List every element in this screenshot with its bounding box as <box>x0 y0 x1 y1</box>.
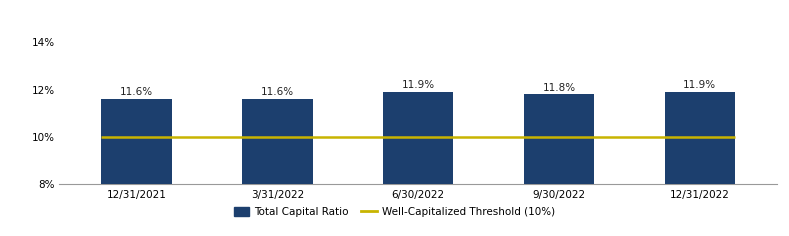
Text: 11.6%: 11.6% <box>261 88 294 97</box>
Bar <box>664 92 735 184</box>
Text: Strong Capital Position Comfortably Above Well-Capitalized Level: Strong Capital Position Comfortably Abov… <box>8 14 467 27</box>
Text: 11.9%: 11.9% <box>402 80 435 90</box>
Bar <box>524 94 594 184</box>
Bar <box>242 99 312 184</box>
Bar <box>383 92 454 184</box>
Text: 11.8%: 11.8% <box>542 83 575 93</box>
Text: 11.6%: 11.6% <box>120 88 153 97</box>
Bar <box>102 99 172 184</box>
Text: 11.9%: 11.9% <box>683 80 716 90</box>
Legend: Total Capital Ratio, Well-Capitalized Threshold (10%): Total Capital Ratio, Well-Capitalized Th… <box>234 207 555 217</box>
